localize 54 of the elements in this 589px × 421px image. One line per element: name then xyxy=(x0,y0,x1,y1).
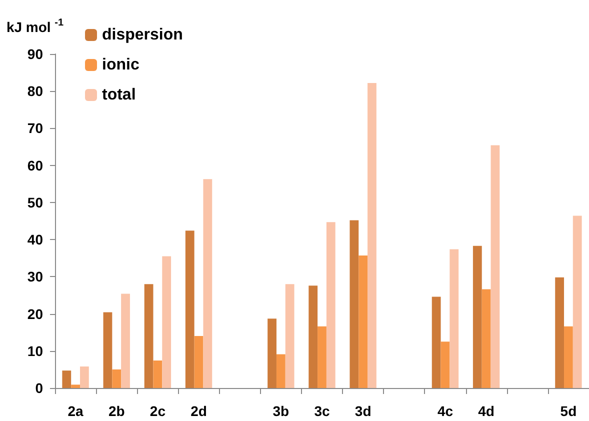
bar xyxy=(194,336,204,388)
x-tick-label: 3d xyxy=(354,403,372,419)
legend-label: ionic xyxy=(102,56,140,74)
y-tick-label: 50 xyxy=(27,194,44,210)
y-tick-label: 0 xyxy=(35,380,44,396)
bar xyxy=(350,220,359,388)
x-tick-label: 3c xyxy=(314,403,330,419)
x-tick-label: 2a xyxy=(68,403,84,419)
bar xyxy=(62,370,72,388)
bar xyxy=(185,230,194,388)
bar xyxy=(472,246,482,388)
y-tick-label: 20 xyxy=(27,306,44,322)
bar xyxy=(482,289,491,388)
bar xyxy=(162,256,172,388)
bar xyxy=(308,286,318,388)
bar xyxy=(358,256,368,388)
y-tick-label: 80 xyxy=(27,83,44,100)
x-tick-label: 3b xyxy=(272,403,290,419)
bar xyxy=(268,318,276,388)
bar xyxy=(285,284,294,388)
x-tick-label: 4d xyxy=(478,403,494,419)
x-tick-label: 2b xyxy=(108,403,125,419)
y-tick-label: 40 xyxy=(27,232,44,248)
x-tick-label: 5d xyxy=(560,403,577,419)
legend-label: total xyxy=(102,86,136,104)
y-tick-label: 70 xyxy=(27,120,44,136)
bar xyxy=(203,179,212,388)
bar xyxy=(121,294,130,388)
bar xyxy=(318,326,326,388)
y-axis-title: kJ mol -1 xyxy=(6,18,64,35)
y-tick-label: 90 xyxy=(27,46,44,62)
x-tick-label: 4c xyxy=(437,403,454,419)
bar xyxy=(112,369,122,388)
bar xyxy=(440,342,450,388)
bar xyxy=(432,296,441,388)
bar xyxy=(103,312,112,388)
bar xyxy=(555,277,564,388)
legend-label: dispersion xyxy=(102,26,183,44)
bar xyxy=(276,354,286,388)
x-tick-label: 2d xyxy=(190,403,207,419)
bar xyxy=(572,216,582,388)
bar xyxy=(80,366,89,388)
y-tick-label: 30 xyxy=(27,268,44,285)
bar xyxy=(144,284,154,388)
x-tick-label: 2c xyxy=(150,403,166,419)
bar xyxy=(490,145,500,388)
y-tick-label: 60 xyxy=(27,157,44,174)
bar xyxy=(153,360,162,388)
bar xyxy=(450,249,459,388)
bar xyxy=(564,326,573,388)
bar xyxy=(71,384,80,388)
y-tick-label: 10 xyxy=(27,342,44,359)
bar xyxy=(368,82,376,388)
bar xyxy=(326,222,336,388)
